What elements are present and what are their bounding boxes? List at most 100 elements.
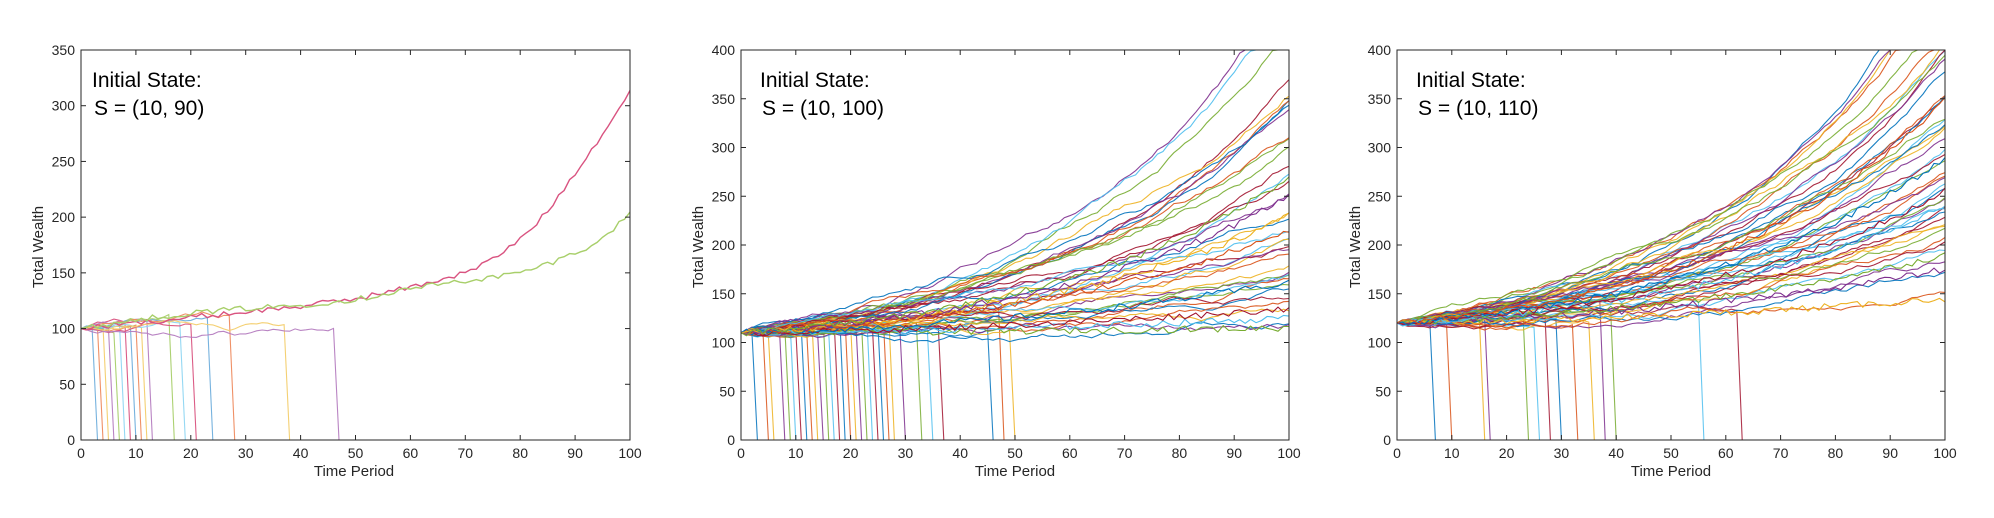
y-axis-label: Total Wealth bbox=[30, 206, 47, 288]
plot-area bbox=[741, 50, 1289, 440]
x-tick-label: 70 bbox=[458, 445, 474, 461]
series-line-surviving bbox=[1397, 95, 1945, 326]
series-line-surviving bbox=[1397, 50, 1945, 325]
x-tick-label: 100 bbox=[1277, 445, 1301, 461]
y-tick-label: 200 bbox=[1368, 237, 1392, 253]
series-line-surviving bbox=[1397, 95, 1945, 324]
x-tick-label: 20 bbox=[843, 445, 859, 461]
series-line-ruined bbox=[81, 325, 630, 440]
series-line-ruined bbox=[81, 327, 630, 440]
x-tick-label: 10 bbox=[128, 445, 144, 461]
series-line-surviving bbox=[741, 109, 1289, 334]
series-line-ruined bbox=[741, 325, 1289, 440]
series-line-surviving bbox=[741, 100, 1289, 334]
series-line-ruined bbox=[81, 326, 630, 440]
x-tick-label: 80 bbox=[1172, 445, 1188, 461]
series-line-ruined bbox=[1397, 320, 1945, 440]
series-line-ruined bbox=[1397, 317, 1945, 440]
series-line-ruined bbox=[81, 321, 630, 440]
series-line-ruined bbox=[741, 328, 1289, 440]
series-line-surviving bbox=[741, 324, 1289, 337]
y-tick-label: 250 bbox=[52, 153, 76, 169]
x-tick-label: 30 bbox=[238, 445, 254, 461]
plot-area bbox=[1397, 50, 1945, 440]
y-tick-label: 100 bbox=[1368, 335, 1392, 351]
series-line-ruined bbox=[741, 328, 1289, 440]
x-tick-label: 80 bbox=[512, 445, 528, 461]
series-line-surviving bbox=[1397, 252, 1945, 326]
series-line-ruined bbox=[81, 318, 630, 440]
y-tick-label: 350 bbox=[52, 42, 76, 58]
series-line-ruined bbox=[741, 324, 1289, 440]
y-tick-label: 150 bbox=[1368, 286, 1392, 302]
series-line-ruined bbox=[1397, 319, 1945, 440]
series-line-ruined bbox=[741, 332, 1289, 440]
series-line-ruined bbox=[741, 322, 1289, 440]
series-line-surviving bbox=[741, 308, 1289, 334]
x-tick-label: 90 bbox=[1882, 445, 1898, 461]
x-tick-label: 10 bbox=[788, 445, 804, 461]
series-line-ruined bbox=[741, 330, 1289, 440]
x-tick-label: 60 bbox=[1062, 445, 1078, 461]
x-tick-label: 70 bbox=[1773, 445, 1789, 461]
series-line-surviving bbox=[1397, 227, 1945, 324]
y-tick-label: 0 bbox=[727, 432, 735, 448]
series-line-ruined bbox=[1397, 313, 1945, 440]
series-line-surviving bbox=[81, 211, 630, 330]
x-tick-label: 10 bbox=[1444, 445, 1460, 461]
y-tick-label: 350 bbox=[1368, 91, 1392, 107]
series-line-ruined bbox=[741, 323, 1289, 440]
x-axis-label: Time Period bbox=[1631, 463, 1711, 480]
x-tick-label: 90 bbox=[1226, 445, 1242, 461]
series-line-surviving bbox=[741, 194, 1289, 336]
x-axis-label: Time Period bbox=[975, 463, 1055, 480]
series-line-surviving bbox=[741, 137, 1289, 334]
series-line-ruined bbox=[1397, 314, 1945, 440]
series-line-surviving bbox=[1397, 97, 1945, 325]
series-line-ruined bbox=[1397, 322, 1945, 440]
x-tick-label: 20 bbox=[183, 445, 199, 461]
x-tick-label: 50 bbox=[1663, 445, 1679, 461]
series-line-surviving bbox=[1397, 138, 1945, 325]
series-line-ruined bbox=[1397, 312, 1945, 440]
series-line-surviving bbox=[741, 50, 1289, 334]
series-line-ruined bbox=[741, 326, 1289, 440]
series-line-surviving bbox=[1397, 127, 1945, 327]
chart-panel-initial-state-10-90: Initial State: S = (10, 90) Time Period … bbox=[30, 42, 642, 480]
series-line-ruined bbox=[81, 325, 630, 440]
series-line-ruined bbox=[741, 319, 1289, 440]
series-line-ruined bbox=[81, 324, 630, 440]
series-line-ruined bbox=[81, 324, 630, 440]
series-line-surviving bbox=[741, 314, 1289, 336]
series-line-surviving bbox=[741, 50, 1289, 334]
y-tick-label: 250 bbox=[712, 188, 736, 204]
series-line-ruined bbox=[81, 326, 630, 440]
series-line-surviving bbox=[1397, 54, 1945, 324]
x-tick-label: 70 bbox=[1117, 445, 1133, 461]
series-line-ruined bbox=[1397, 309, 1945, 440]
series-line-ruined bbox=[741, 332, 1289, 440]
series-line-ruined bbox=[741, 326, 1289, 440]
series-line-ruined bbox=[1397, 316, 1945, 440]
series-line-surviving bbox=[1397, 157, 1945, 327]
series-line-surviving bbox=[741, 230, 1289, 334]
series-line-surviving bbox=[741, 146, 1289, 335]
series-line-ruined bbox=[741, 319, 1289, 440]
series-line-surviving bbox=[1397, 206, 1945, 330]
y-axis-label: Total Wealth bbox=[1347, 206, 1364, 288]
series-line-ruined bbox=[741, 328, 1289, 440]
series-line-surviving bbox=[1397, 125, 1945, 324]
series-line-surviving bbox=[1397, 95, 1945, 325]
series-line-surviving bbox=[741, 50, 1289, 334]
series-line-ruined bbox=[81, 311, 630, 440]
y-tick-label: 100 bbox=[712, 335, 736, 351]
x-tick-label: 0 bbox=[77, 445, 85, 461]
series-line-surviving bbox=[741, 104, 1289, 334]
plot-area bbox=[81, 90, 630, 440]
x-tick-label: 0 bbox=[737, 445, 745, 461]
y-tick-label: 0 bbox=[67, 432, 75, 448]
series-line-ruined bbox=[81, 316, 630, 440]
x-tick-label: 80 bbox=[1828, 445, 1844, 461]
series-line-surviving bbox=[1397, 271, 1945, 328]
